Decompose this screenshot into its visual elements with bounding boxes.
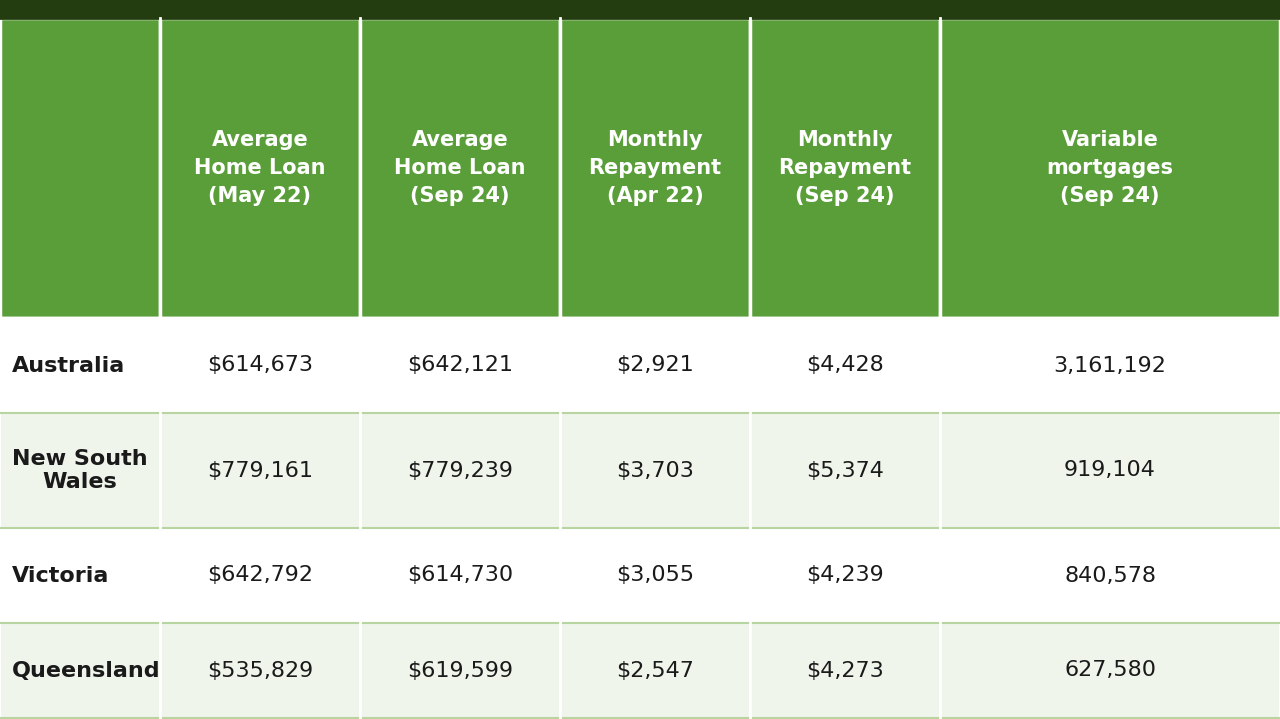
Bar [750, 18, 940, 318]
Text: $3,055: $3,055 [616, 566, 694, 585]
Text: $614,673: $614,673 [207, 355, 314, 375]
Bar [160, 18, 360, 318]
Bar [0, 528, 160, 623]
Bar [750, 623, 940, 718]
Text: $642,121: $642,121 [407, 355, 513, 375]
Text: Australia: Australia [12, 355, 125, 375]
Bar [360, 413, 561, 528]
Text: $619,599: $619,599 [407, 661, 513, 680]
Bar [940, 18, 1280, 318]
Text: $642,792: $642,792 [207, 566, 314, 585]
Bar [561, 413, 750, 528]
Text: $614,730: $614,730 [407, 566, 513, 585]
Text: Monthly
Repayment
(Sep 24): Monthly Repayment (Sep 24) [778, 130, 911, 206]
Text: $4,239: $4,239 [806, 566, 884, 585]
Bar [360, 18, 561, 318]
Bar [561, 318, 750, 413]
Bar [360, 528, 561, 623]
Text: $4,428: $4,428 [806, 355, 884, 375]
Text: $779,161: $779,161 [207, 460, 314, 480]
Bar [360, 623, 561, 718]
Text: Queensland: Queensland [12, 661, 160, 680]
Bar [940, 528, 1280, 623]
Bar [0, 18, 160, 318]
Bar [360, 318, 561, 413]
Bar [0, 413, 160, 528]
Bar [561, 528, 750, 623]
Text: 840,578: 840,578 [1064, 566, 1156, 585]
Text: Variable
mortgages
(Sep 24): Variable mortgages (Sep 24) [1047, 130, 1174, 206]
Text: $4,273: $4,273 [806, 661, 884, 680]
Bar [940, 413, 1280, 528]
Bar [0, 318, 160, 413]
Bar [940, 623, 1280, 718]
Bar [750, 318, 940, 413]
Text: $535,829: $535,829 [207, 661, 314, 680]
Text: Monthly
Repayment
(Apr 22): Monthly Repayment (Apr 22) [589, 130, 722, 206]
Bar [750, 413, 940, 528]
Text: $2,921: $2,921 [616, 355, 694, 375]
Bar [160, 413, 360, 528]
Text: New South
Wales: New South Wales [12, 449, 147, 492]
Text: Average
Home Loan
(Sep 24): Average Home Loan (Sep 24) [394, 130, 526, 206]
Bar [561, 623, 750, 718]
Text: 3,161,192: 3,161,192 [1053, 355, 1166, 375]
Text: $5,374: $5,374 [806, 460, 884, 480]
Bar [0, 623, 160, 718]
Text: Average
Home Loan
(May 22): Average Home Loan (May 22) [195, 130, 325, 206]
Bar [750, 528, 940, 623]
Bar [160, 318, 360, 413]
Text: $779,239: $779,239 [407, 460, 513, 480]
Text: $3,703: $3,703 [616, 460, 694, 480]
Bar [160, 528, 360, 623]
Text: $2,547: $2,547 [616, 661, 694, 680]
Bar [561, 18, 750, 318]
Bar [940, 318, 1280, 413]
Text: 627,580: 627,580 [1064, 661, 1156, 680]
Text: Victoria: Victoria [12, 566, 109, 585]
Bar [160, 623, 360, 718]
Bar [0, 0, 1280, 18]
Text: 919,104: 919,104 [1064, 460, 1156, 480]
